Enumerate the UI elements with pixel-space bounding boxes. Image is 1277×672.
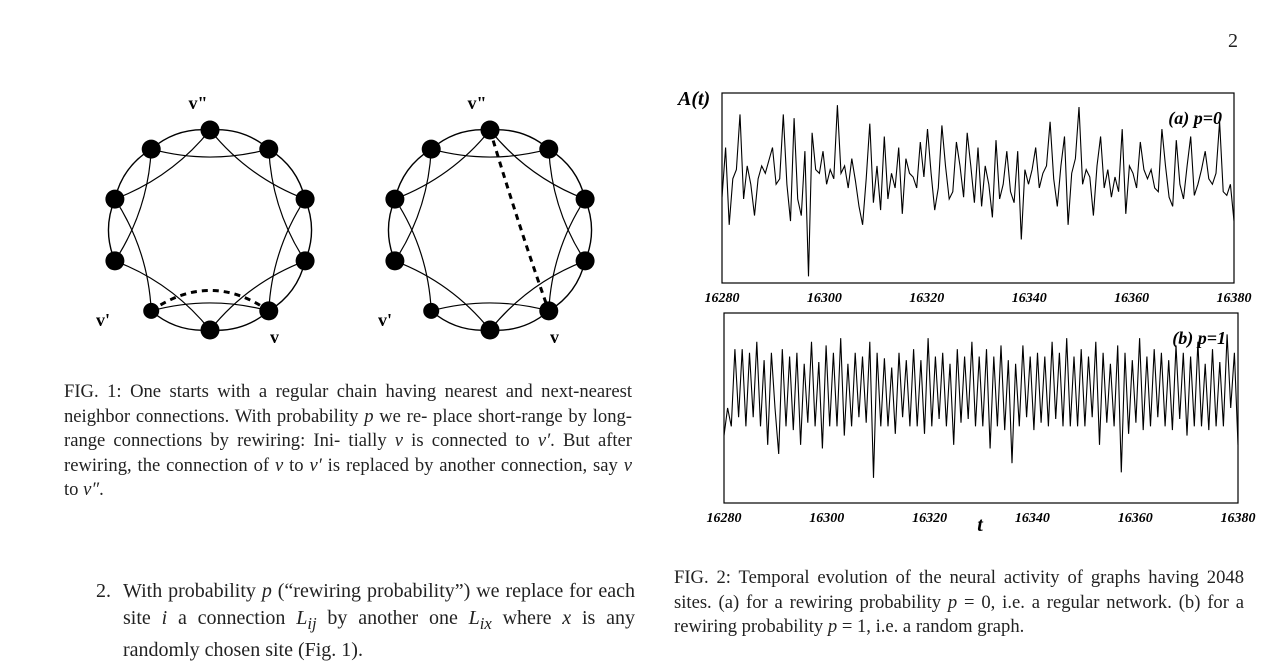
node — [143, 302, 160, 319]
node — [385, 189, 405, 209]
fig1-caption: FIG. 1: One starts with a regular chain … — [64, 381, 633, 500]
chart-panel-a: (a) p=0 16280 16300 16320 16340 16360 16380 — [705, 92, 1252, 306]
list-number: 2. — [96, 580, 111, 602]
edge — [114, 129, 211, 200]
plot-frame — [721, 92, 1235, 284]
node — [539, 139, 559, 159]
label-v-prime-left: v' — [96, 310, 110, 330]
node — [200, 320, 220, 340]
x-tick-label: 16280 — [705, 291, 740, 306]
x-tick-label: 16320 — [909, 291, 944, 306]
chart-panel-b: (b) p=1 16280 16300 16320 16340 16360 16380 — [707, 312, 1256, 526]
edge — [151, 302, 269, 312]
label-v-prime-right: v' — [378, 310, 392, 330]
node — [480, 320, 500, 340]
x-tick-label: 16380 — [1217, 291, 1252, 306]
edge — [394, 129, 491, 200]
node — [385, 251, 405, 271]
edge — [548, 198, 586, 311]
edge — [114, 260, 211, 331]
fig2-activity-charts: A(t) (a) p=0 16280 16300 16320 16340 16360 163… — [676, 88, 1256, 536]
fig1-graph-diagrams: v" v' v v" v' v — [96, 93, 595, 347]
node — [141, 139, 161, 159]
edge — [209, 129, 306, 200]
edge — [489, 129, 586, 200]
panel-label: (a) p=0 — [1168, 108, 1222, 129]
dashed-edge — [488, 129, 551, 312]
x-tick-label: 16360 — [1118, 511, 1153, 526]
label-v-left: v — [270, 327, 279, 347]
node — [575, 251, 595, 271]
ring-graph-before-rewiring — [105, 120, 315, 340]
page-number: 2 — [1228, 30, 1238, 52]
x-axis-label: t — [977, 514, 984, 536]
label-v-double-prime-right: v" — [468, 93, 487, 113]
edge — [268, 198, 306, 311]
x-tick-label: 16300 — [807, 291, 842, 306]
label-v-right: v — [550, 327, 559, 347]
y-axis-label: A(t) — [676, 88, 710, 110]
node — [480, 120, 500, 140]
node — [259, 139, 279, 159]
edge — [431, 302, 549, 312]
node — [421, 139, 441, 159]
x-tick-label: 16280 — [707, 511, 742, 526]
edge — [394, 260, 491, 331]
edge — [431, 148, 549, 158]
x-tick-label: 16360 — [1114, 291, 1149, 306]
x-tick-label: 16340 — [1015, 511, 1050, 526]
node — [295, 251, 315, 271]
series-line — [721, 105, 1235, 277]
node — [575, 189, 595, 209]
node — [423, 302, 440, 319]
label-v-double-prime-left: v" — [189, 93, 208, 113]
list-item-text: With probability p (“rewiring probabilit… — [123, 580, 636, 661]
fig2-caption: FIG. 2: Temporal evolution of the neural… — [674, 567, 1245, 637]
x-tick-label: 16320 — [912, 511, 947, 526]
edge — [209, 260, 306, 331]
node — [200, 120, 220, 140]
node — [105, 251, 125, 271]
node — [105, 189, 125, 209]
dashed-edge — [150, 288, 270, 313]
node — [295, 189, 315, 209]
edge — [394, 198, 432, 311]
edge — [151, 148, 269, 158]
edge — [489, 260, 586, 331]
x-tick-label: 16300 — [809, 511, 844, 526]
series-line — [723, 334, 1239, 478]
x-tick-label: 16380 — [1221, 511, 1256, 526]
ring-graph-after-rewiring — [385, 120, 595, 340]
edge — [548, 149, 586, 262]
edge — [394, 149, 432, 262]
edge — [114, 198, 152, 311]
node — [539, 301, 559, 321]
node — [259, 301, 279, 321]
edge — [268, 149, 306, 262]
edge — [114, 149, 152, 262]
plot-frame — [723, 312, 1239, 504]
x-tick-label: 16340 — [1012, 291, 1047, 306]
panel-label: (b) p=1 — [1172, 328, 1226, 349]
